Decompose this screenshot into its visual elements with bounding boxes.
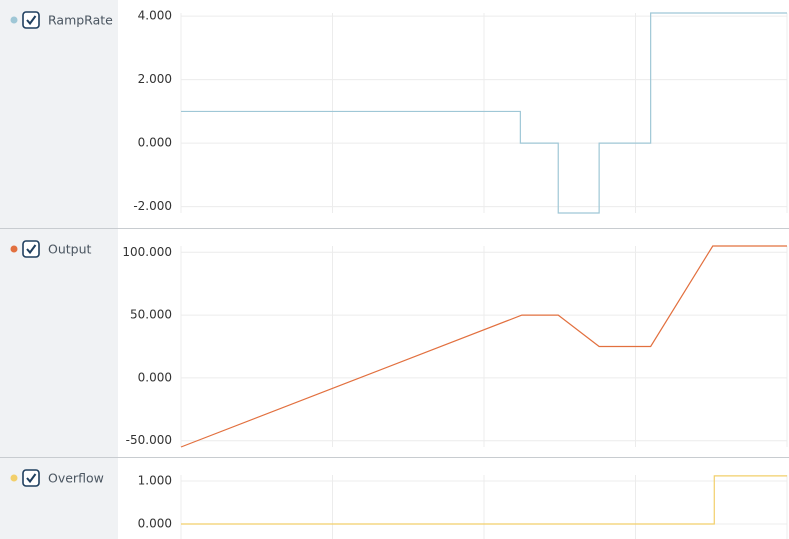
y-tick-label: 0.000: [138, 370, 172, 384]
checkbox[interactable]: [22, 469, 40, 487]
checkmark: [26, 15, 37, 26]
y-tick-label: 50.000: [130, 308, 172, 322]
legend-dot: [10, 16, 18, 24]
legend-dot: [10, 474, 18, 482]
legend-label: RampRate: [48, 13, 113, 28]
y-tick-label: -50.000: [126, 433, 172, 447]
y-tick-label: 0.000: [138, 516, 172, 530]
legend-panel: [0, 0, 118, 539]
legend-label: Overflow: [48, 471, 104, 486]
series-line: [180, 245, 787, 448]
y-tick-label: 100.000: [122, 245, 172, 259]
y-tick-label: 1.000: [138, 474, 172, 488]
y-tick-label: 4.000: [138, 9, 172, 23]
checkbox[interactable]: [22, 11, 40, 29]
series-line: [181, 475, 787, 525]
y-tick-label: 0.000: [138, 136, 172, 150]
legend-label: Output: [48, 242, 92, 257]
y-tick-label: -2.000: [133, 199, 172, 213]
checkmark: [26, 473, 37, 484]
checkmark: [26, 244, 37, 255]
y-tick-label: 2.000: [138, 72, 172, 86]
checkbox[interactable]: [22, 240, 40, 258]
legend-dot: [10, 245, 18, 253]
series-line: [181, 12, 787, 214]
